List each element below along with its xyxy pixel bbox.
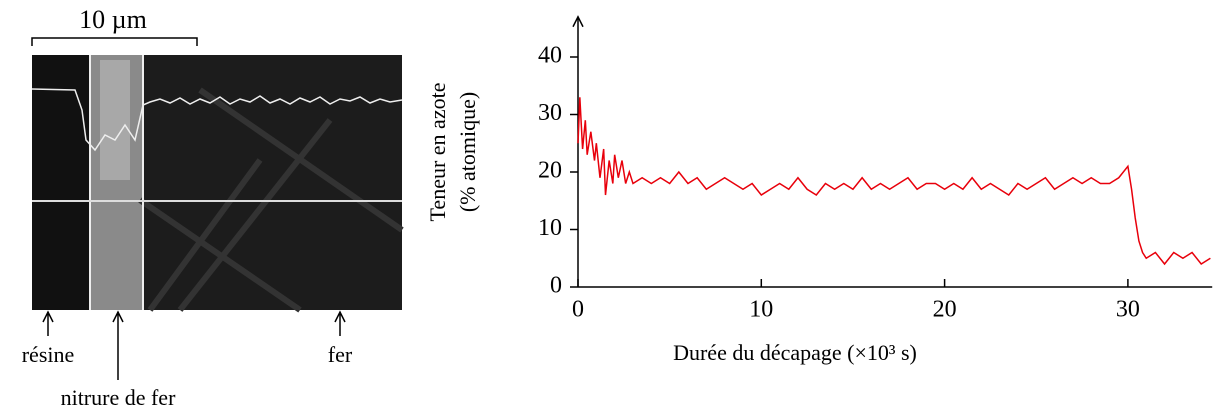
x-tick-label: 20	[933, 297, 957, 323]
x-tick-label: 0	[572, 297, 584, 323]
arrow	[112, 310, 124, 380]
profile-trace	[31, 88, 403, 152]
x-axis-label: Durée du décapage (×10³ s)	[673, 340, 917, 365]
y-tick-label: 40	[538, 43, 562, 69]
axis-arrow	[572, 15, 584, 28]
micrograph: 10 µm résine nitrure de fer fer	[22, 5, 404, 410]
y-axis-label: Teneur en azote	[425, 83, 450, 222]
region-label: fer	[328, 342, 353, 367]
region-label: résine	[22, 342, 75, 367]
arrow	[42, 310, 54, 336]
region-label: nitrure de fer	[61, 385, 176, 410]
scale-bar	[31, 37, 198, 46]
bright-spot	[100, 60, 130, 180]
scale-label: 10 µm	[79, 5, 147, 34]
y-tick-label: 20	[538, 158, 562, 184]
y-tick-label: 30	[538, 100, 562, 126]
grain-lines	[138, 87, 404, 313]
y-tick-label: 10	[538, 215, 562, 241]
chart: Teneur en azote (% atomique) Durée du dé…	[425, 15, 1213, 365]
y-tick-label: 0	[550, 273, 562, 299]
resin-region	[32, 55, 90, 310]
x-tick-label: 10	[749, 297, 773, 323]
x-tick-label: 30	[1116, 297, 1140, 323]
data-line	[577, 97, 1211, 266]
arrow	[334, 310, 346, 336]
y-axis-label: (% atomique)	[455, 92, 480, 212]
